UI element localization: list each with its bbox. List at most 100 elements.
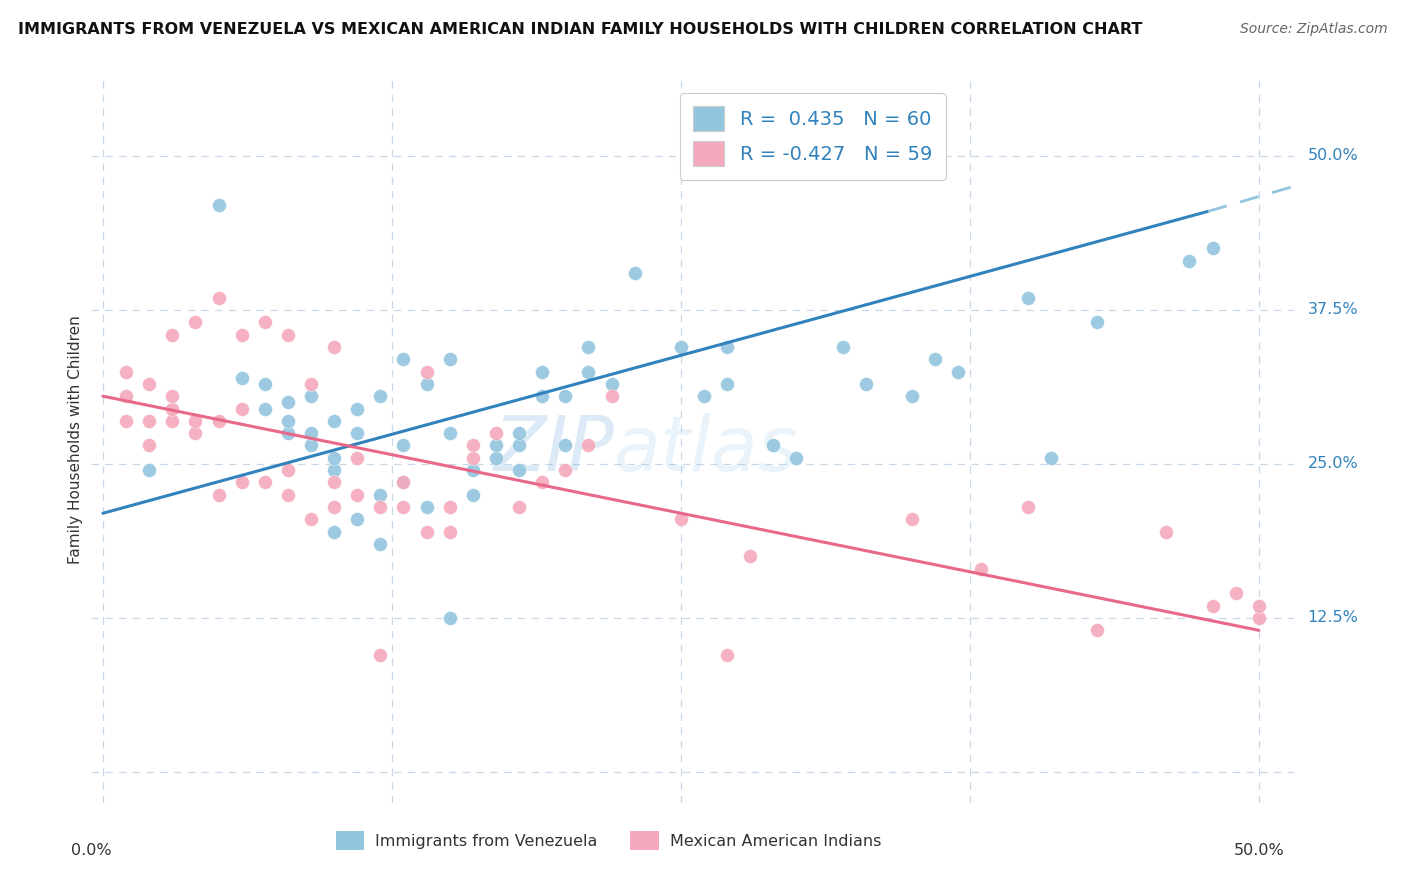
Point <box>1178 253 1201 268</box>
Point <box>323 340 346 354</box>
Point <box>370 648 392 662</box>
Text: 12.5%: 12.5% <box>1308 610 1358 625</box>
Point <box>231 401 253 416</box>
Point <box>578 365 600 379</box>
Point <box>299 426 322 441</box>
Point <box>370 389 392 403</box>
Point <box>554 463 576 477</box>
Point <box>1247 611 1270 625</box>
Point <box>508 438 530 452</box>
Point <box>162 401 184 416</box>
Point <box>184 315 207 329</box>
Point <box>855 376 877 391</box>
Point <box>531 389 554 403</box>
Point <box>970 562 993 576</box>
Point <box>370 488 392 502</box>
Point <box>762 438 785 452</box>
Point <box>253 475 276 490</box>
Point <box>554 438 576 452</box>
Text: 50.0%: 50.0% <box>1233 843 1284 858</box>
Text: atlas: atlas <box>614 413 799 487</box>
Point <box>1247 599 1270 613</box>
Point <box>1201 241 1223 255</box>
Point <box>1039 450 1062 465</box>
Point <box>162 414 184 428</box>
Point <box>392 500 415 514</box>
Point <box>1225 586 1247 600</box>
Point <box>392 475 415 490</box>
Point <box>415 376 437 391</box>
Point <box>299 389 322 403</box>
Text: ZIP: ZIP <box>494 413 614 487</box>
Point <box>415 365 437 379</box>
Point <box>253 315 276 329</box>
Point <box>439 611 461 625</box>
Y-axis label: Family Households with Children: Family Households with Children <box>67 315 83 564</box>
Point <box>1085 315 1108 329</box>
Point <box>531 475 554 490</box>
Point <box>669 340 692 354</box>
Point <box>439 524 461 539</box>
Point <box>138 414 160 428</box>
Point <box>253 401 276 416</box>
Text: 0.0%: 0.0% <box>72 843 111 858</box>
Point <box>370 537 392 551</box>
Point <box>531 365 554 379</box>
Point <box>323 414 346 428</box>
Point <box>901 389 924 403</box>
Point <box>461 488 484 502</box>
Legend: R =  0.435   N = 60, R = -0.427   N = 59: R = 0.435 N = 60, R = -0.427 N = 59 <box>679 93 946 179</box>
Point <box>461 450 484 465</box>
Point <box>508 463 530 477</box>
Point <box>1156 524 1178 539</box>
Point <box>392 352 415 367</box>
Point <box>299 438 322 452</box>
Point <box>299 376 322 391</box>
Point <box>716 648 738 662</box>
Point <box>115 365 138 379</box>
Text: 37.5%: 37.5% <box>1308 302 1358 318</box>
Point <box>554 389 576 403</box>
Point <box>323 475 346 490</box>
Point <box>277 414 299 428</box>
Point <box>392 475 415 490</box>
Point <box>184 426 207 441</box>
Point <box>346 512 368 526</box>
Point <box>277 395 299 409</box>
Point <box>461 463 484 477</box>
Point <box>346 450 368 465</box>
Point <box>277 488 299 502</box>
Point <box>1085 624 1108 638</box>
Text: Source: ZipAtlas.com: Source: ZipAtlas.com <box>1240 22 1388 37</box>
Point <box>716 376 738 391</box>
Point <box>277 463 299 477</box>
Point <box>323 450 346 465</box>
Point <box>277 327 299 342</box>
Text: IMMIGRANTS FROM VENEZUELA VS MEXICAN AMERICAN INDIAN FAMILY HOUSEHOLDS WITH CHIL: IMMIGRANTS FROM VENEZUELA VS MEXICAN AME… <box>18 22 1143 37</box>
Point <box>831 340 853 354</box>
Point <box>785 450 807 465</box>
Point <box>461 438 484 452</box>
Point <box>370 500 392 514</box>
Point <box>600 389 623 403</box>
Point <box>346 488 368 502</box>
Point <box>669 512 692 526</box>
Text: 25.0%: 25.0% <box>1308 457 1358 472</box>
Point <box>299 512 322 526</box>
Point <box>277 426 299 441</box>
Point <box>415 500 437 514</box>
Point <box>578 438 600 452</box>
Point <box>740 549 762 564</box>
Point <box>901 512 924 526</box>
Point <box>346 426 368 441</box>
Point <box>508 426 530 441</box>
Point <box>231 370 253 384</box>
Point <box>207 414 229 428</box>
Point <box>924 352 946 367</box>
Point <box>948 365 970 379</box>
Point <box>231 327 253 342</box>
Point <box>323 463 346 477</box>
Point <box>600 376 623 391</box>
Point <box>578 340 600 354</box>
Point <box>207 198 229 212</box>
